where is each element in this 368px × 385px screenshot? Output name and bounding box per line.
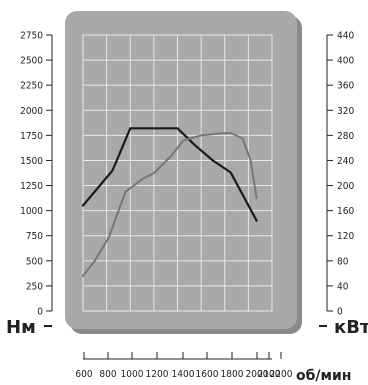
torque-curve [81, 127, 258, 222]
right-tick-label: 80 [337, 256, 349, 267]
bottom-tick-label: 1600 [196, 369, 219, 380]
x-axis-unit-label: об/мин [296, 368, 351, 384]
bottom-tick-label: 1200 [146, 369, 169, 380]
bottom-tick-label: 800 [99, 369, 116, 380]
bottom-tick-label: 2100 [258, 369, 281, 380]
chart-panel [65, 11, 297, 329]
series-layer [81, 127, 258, 277]
bottom-tick-label: 2000 [246, 369, 269, 380]
right-tick-label: 200 [337, 181, 354, 192]
right-tick-label: 160 [337, 206, 354, 217]
left-axis: 0 250 500 750 1000 1250 1500 1750 2000 2250 2500 27… [20, 31, 53, 327]
right-tick-label: 40 [337, 281, 349, 292]
right-tick-label: 240 [337, 156, 354, 167]
right-tick-label: 400 [337, 56, 354, 67]
left-tick-label: 0 [37, 307, 43, 318]
right-tick-label: 320 [337, 106, 354, 117]
left-tick-label: 750 [26, 231, 43, 242]
bottom-tick-label: 1400 [172, 369, 195, 380]
bottom-tick-label: 1000 [121, 369, 144, 380]
left-tick-label: 500 [26, 256, 43, 267]
left-tick-label: 2250 [20, 81, 43, 92]
left-tick-label: 250 [26, 281, 43, 292]
right-axis-unit-label: кВт [334, 317, 368, 338]
left-tick-label: 1250 [20, 181, 43, 192]
left-tick-label: 1750 [20, 131, 43, 142]
power-curve [82, 131, 258, 277]
right-tick-label: 280 [337, 131, 354, 142]
left-tick-label: 2500 [20, 56, 43, 67]
bottom-tick-label: 1800 [221, 369, 244, 380]
left-tick-label: 1000 [20, 206, 43, 217]
right-axis: 0 40 80 120 160 200 240 280 320 360 400 440 [319, 31, 354, 327]
right-tick-label: 440 [337, 31, 354, 42]
right-tick-label: 360 [337, 81, 354, 92]
left-tick-label: 2750 [20, 31, 43, 42]
bottom-tick-label: 600 [75, 369, 92, 380]
bottom-tick-label: 2200 [270, 369, 293, 380]
right-tick-label: 120 [337, 231, 354, 242]
left-tick-label: 1500 [20, 156, 43, 167]
right-tick-label: 0 [337, 307, 343, 318]
left-tick-label: 2000 [20, 106, 43, 117]
left-axis-unit-label: Нм [6, 317, 36, 338]
